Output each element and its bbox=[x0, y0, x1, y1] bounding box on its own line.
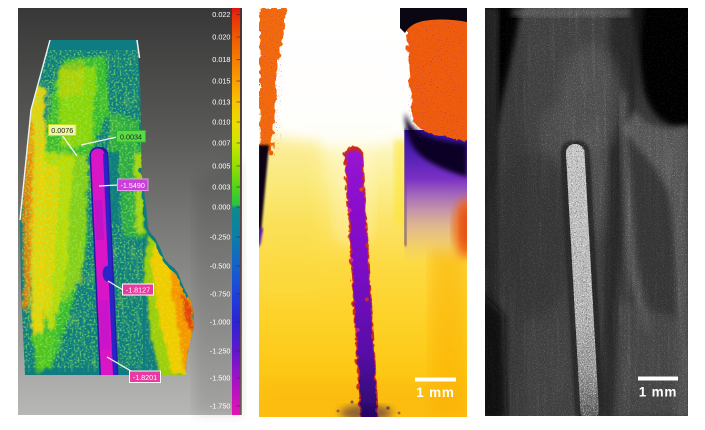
svg-text:0.005: 0.005 bbox=[212, 162, 230, 171]
svg-text:-0.750: -0.750 bbox=[210, 290, 231, 299]
svg-text:-1.750: -1.750 bbox=[210, 402, 231, 411]
svg-text:1 mm: 1 mm bbox=[416, 385, 454, 400]
svg-text:0.000: 0.000 bbox=[212, 203, 230, 212]
svg-text:0.0076: 0.0076 bbox=[51, 126, 73, 135]
svg-text:-0.250: -0.250 bbox=[210, 233, 231, 242]
svg-text:-1.000: -1.000 bbox=[210, 318, 231, 327]
svg-text:-1.8127: -1.8127 bbox=[126, 286, 150, 295]
svg-text:0.015: 0.015 bbox=[212, 77, 230, 86]
svg-text:0.013: 0.013 bbox=[212, 98, 230, 107]
svg-text:0.018: 0.018 bbox=[212, 55, 230, 64]
svg-text:0.007: 0.007 bbox=[212, 139, 230, 148]
svg-text:0.020: 0.020 bbox=[212, 33, 230, 42]
svg-text:-1.8201: -1.8201 bbox=[133, 373, 157, 382]
svg-text:-0.500: -0.500 bbox=[210, 262, 231, 271]
svg-text:0.003: 0.003 bbox=[212, 183, 230, 192]
svg-text:0.0034: 0.0034 bbox=[120, 132, 142, 141]
svg-text:0.010: 0.010 bbox=[212, 118, 230, 127]
svg-text:1 mm: 1 mm bbox=[639, 385, 677, 400]
svg-text:0.022: 0.022 bbox=[212, 10, 230, 19]
svg-text:-1.250: -1.250 bbox=[210, 347, 231, 356]
svg-text:-1.5490: -1.5490 bbox=[121, 181, 145, 190]
svg-text:-1.500: -1.500 bbox=[210, 374, 231, 383]
